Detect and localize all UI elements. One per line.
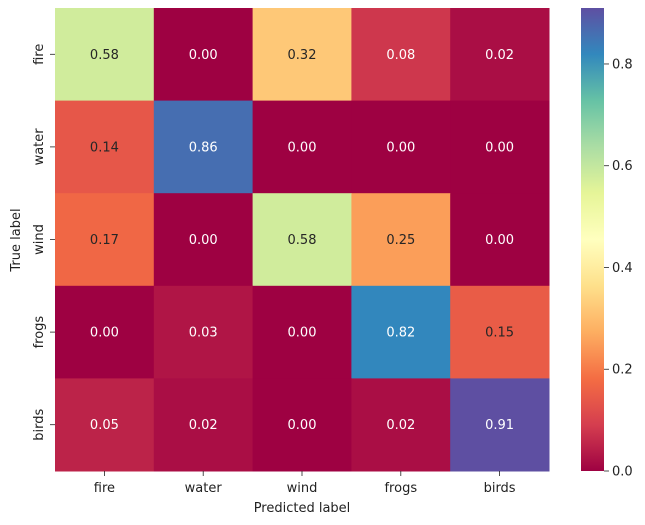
heatmap-cell-frogs-water (153, 285, 254, 379)
heatmap-cell-fire-water (153, 8, 254, 102)
y-tick-label: fire (32, 44, 47, 65)
cell-value-label: 0.00 (189, 233, 218, 248)
heatmap-cell-fire-birds (450, 8, 550, 102)
cell-value-label: 0.58 (288, 233, 317, 248)
cell-value-label: 0.00 (189, 48, 218, 63)
heatmap-cell-frogs-frogs (351, 285, 451, 379)
heatmap-cell-fire-fire (55, 8, 155, 102)
heatmap-cell-birds-wind (252, 378, 352, 472)
cell-value-label: 0.08 (386, 48, 415, 63)
heatmap-cell-water-frogs (351, 100, 451, 194)
colorbar-tick-label: 0.8 (612, 57, 633, 72)
cell-value-label: 0.02 (485, 48, 514, 63)
cell-value-label: 0.02 (386, 418, 415, 433)
cell-value-label: 0.15 (485, 326, 514, 341)
cell-value-label: 0.02 (189, 418, 218, 433)
colorbar-tick-label: 0.6 (612, 159, 633, 174)
heatmap-cell-wind-frogs (351, 193, 451, 287)
heatmap-cell-birds-water (153, 378, 254, 472)
cell-value-label: 0.86 (189, 140, 218, 155)
cell-value-label: 0.25 (386, 233, 415, 248)
colorbar-tick-label: 0.2 (612, 363, 633, 378)
cell-value-label: 0.00 (288, 140, 317, 155)
cell-value-label: 0.00 (485, 233, 514, 248)
heatmap-cell-fire-frogs (351, 8, 451, 102)
heatmap-cell-frogs-wind (252, 285, 352, 379)
cell-value-label: 0.00 (288, 418, 317, 433)
heatmap-cell-birds-fire (55, 378, 155, 472)
colorbar: 0.0 0.2 0.4 0.6 0.8 (581, 8, 633, 480)
heatmap-cell-birds-frogs (351, 378, 451, 472)
cell-value-label: 0.17 (90, 233, 119, 248)
cell-value-label: 0.14 (90, 140, 119, 155)
colorbar-tick-label: 0.0 (612, 465, 633, 480)
x-tick-label: frogs (384, 481, 417, 496)
cell-value-label: 0.05 (90, 418, 119, 433)
cell-value-label: 0.91 (485, 418, 514, 433)
x-tick-label: wind (287, 481, 318, 496)
heatmap-plot: 0.58 0.00 0.32 0.08 0.02 0.14 0.86 0.00 0.00 0.00… (55, 8, 550, 472)
cell-value-label: 0.00 (485, 140, 514, 155)
y-tick-label: water (32, 128, 47, 166)
colorbar-gradient (581, 8, 604, 471)
cell-value-label: 0.00 (90, 326, 119, 341)
cell-value-label: 0.03 (189, 326, 218, 341)
colorbar-tick-label: 0.4 (612, 261, 633, 276)
x-tick-label: birds (484, 481, 516, 496)
heatmap-cell-fire-wind (252, 8, 352, 102)
heatmap-cell-wind-wind (252, 193, 352, 287)
cell-value-label: 0.00 (288, 326, 317, 341)
x-tick-label: fire (94, 481, 115, 496)
x-axis-ticks: fire water wind frogs birds (94, 471, 516, 496)
heatmap-cell-water-wind (252, 100, 352, 194)
y-tick-label: birds (32, 408, 47, 440)
cell-value-label: 0.58 (90, 48, 119, 63)
heatmap-cell-frogs-birds (450, 285, 550, 379)
y-axis-label: True label (9, 208, 24, 272)
y-axis-ticks: fire water wind frogs birds (32, 44, 55, 441)
heatmap-cell-water-birds (450, 100, 550, 194)
cell-value-label: 0.00 (386, 140, 415, 155)
cell-value-label: 0.32 (288, 48, 317, 63)
cell-value-label: 0.82 (386, 326, 415, 341)
y-tick-label: wind (32, 224, 47, 255)
heatmap-cell-water-fire (55, 100, 155, 194)
heatmap-cell-frogs-fire (55, 285, 155, 379)
x-tick-label: water (185, 481, 223, 496)
heatmap-cell-water-water (153, 100, 254, 194)
heatmap-cell-birds-birds (450, 378, 550, 472)
heatmap-cell-wind-birds (450, 193, 550, 287)
heatmap-cell-wind-fire (55, 193, 155, 287)
heatmap-cell-wind-water (153, 193, 254, 287)
y-tick-label: frogs (32, 316, 47, 349)
x-axis-label: Predicted label (254, 501, 351, 516)
